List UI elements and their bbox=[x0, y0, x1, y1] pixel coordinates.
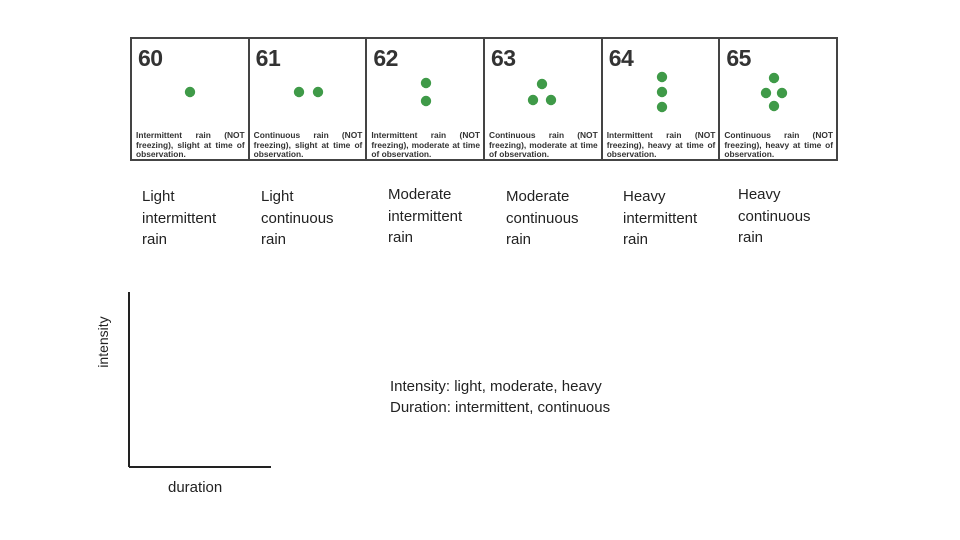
code-number: 65 bbox=[726, 45, 751, 71]
y-axis-label: intensity bbox=[95, 316, 111, 368]
rain-dots-symbol bbox=[656, 71, 667, 113]
legend-duration: Duration: intermittent, continuous bbox=[390, 399, 611, 416]
caption-line: rain bbox=[623, 231, 649, 248]
rain-dots-symbol bbox=[421, 77, 432, 107]
caption-line: Moderate bbox=[388, 186, 452, 203]
rain-dot bbox=[527, 94, 539, 106]
caption-line: continuous bbox=[261, 209, 334, 227]
code-description: Intermittent rain (NOT freezing), slight… bbox=[136, 130, 245, 159]
rain-dot bbox=[536, 78, 548, 90]
rain-dot bbox=[656, 101, 667, 113]
caption-line: intermittent bbox=[388, 207, 463, 225]
caption-line: Light bbox=[261, 188, 294, 205]
rain-dot bbox=[293, 86, 304, 98]
caption-line: intermittent bbox=[142, 209, 217, 227]
caption-line: Moderate bbox=[506, 188, 570, 205]
code-number: 61 bbox=[255, 45, 281, 71]
rain-dot bbox=[421, 95, 432, 107]
caption-line: rain bbox=[388, 229, 414, 246]
caption-line: rain bbox=[738, 229, 764, 246]
code-description: Intermittent rain (NOT freezing), heavy … bbox=[606, 130, 716, 159]
rain-dot bbox=[761, 87, 772, 99]
x-axis-label: duration bbox=[168, 479, 223, 496]
rain-codes-table: 60 Intermittent rain (NOT freezing), sli… bbox=[130, 37, 838, 161]
caption-line: Heavy bbox=[738, 186, 781, 203]
caption-line: intermittent bbox=[623, 209, 698, 227]
caption-line: rain bbox=[142, 231, 168, 248]
rain-dot bbox=[656, 71, 667, 83]
rain-dot bbox=[769, 100, 780, 112]
rain-dot bbox=[656, 86, 667, 98]
code-number: 60 bbox=[138, 45, 163, 71]
code-cell: 65 Continuous rain (NOT freezing), heavy… bbox=[720, 39, 836, 159]
rain-dot bbox=[777, 87, 788, 99]
caption-light-continuous: Light continuous rain bbox=[261, 186, 361, 251]
rain-dot bbox=[184, 86, 196, 98]
code-description: Intermittent rain (NOT freezing), modera… bbox=[371, 130, 481, 159]
rain-dots-symbol bbox=[761, 72, 788, 112]
rain-dots-symbol bbox=[293, 86, 323, 98]
code-number: 63 bbox=[491, 45, 516, 71]
caption-heavy-continuous: Heavy continuous rain bbox=[738, 184, 838, 249]
code-description: Continuous rain (NOT freezing), slight a… bbox=[253, 130, 363, 159]
code-cell: 60 Intermittent rain (NOT freezing), sli… bbox=[132, 39, 250, 159]
caption-moderate-continuous: Moderate continuous rain bbox=[506, 186, 606, 251]
rain-dots-symbol bbox=[527, 78, 557, 106]
caption-line: rain bbox=[261, 231, 287, 248]
rain-dot bbox=[769, 72, 780, 84]
code-description: Continuous rain (NOT freezing), moderate… bbox=[489, 130, 598, 159]
legend-intensity: Intensity: light, moderate, heavy bbox=[390, 378, 602, 395]
code-description: Continuous rain (NOT freezing), heavy at… bbox=[724, 130, 834, 159]
rain-dot bbox=[545, 94, 557, 106]
caption-line: continuous bbox=[506, 209, 579, 227]
code-cell: 64 Intermittent rain (NOT freezing), hea… bbox=[603, 39, 721, 159]
code-cell: 61 Continuous rain (NOT freezing), sligh… bbox=[250, 39, 368, 159]
rain-dots-symbol bbox=[184, 86, 196, 98]
code-cell: 62 Intermittent rain (NOT freezing), mod… bbox=[367, 39, 486, 159]
caption-line: continuous bbox=[738, 207, 811, 225]
caption-line: Heavy bbox=[623, 188, 666, 205]
caption-light-intermittent: Light intermittent rain bbox=[142, 186, 242, 251]
caption-heavy-intermittent: Heavy intermittent rain bbox=[623, 186, 723, 251]
rain-dot bbox=[421, 77, 432, 89]
rain-dot bbox=[312, 86, 323, 98]
caption-moderate-intermittent: Moderate intermittent rain bbox=[388, 184, 488, 249]
legend: Intensity: light, moderate, heavy Durati… bbox=[390, 376, 610, 418]
caption-line: rain bbox=[506, 231, 532, 248]
code-cell: 63 Continuous rain (NOT freezing), moder… bbox=[485, 39, 603, 159]
caption-line: Light bbox=[142, 188, 175, 205]
code-number: 64 bbox=[608, 45, 634, 71]
code-number: 62 bbox=[373, 45, 398, 71]
